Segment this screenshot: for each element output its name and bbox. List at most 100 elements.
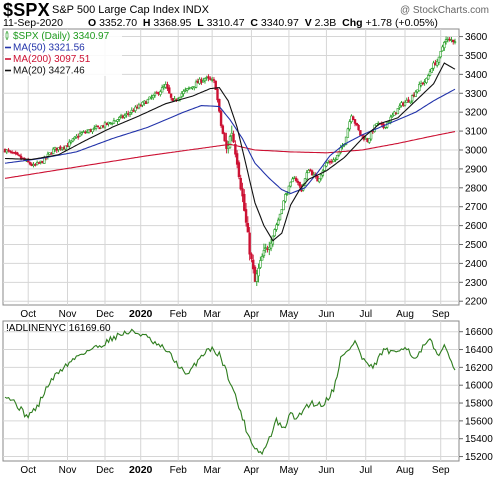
candle-body — [319, 174, 323, 180]
x-tick-label: May — [279, 465, 298, 476]
candle-body — [368, 138, 371, 143]
candle-body — [264, 247, 267, 249]
ma200-line — [4, 131, 456, 179]
legend-label: $SPX (Daily) 3340.97 — [13, 31, 110, 42]
price-panel: 3600 3500 3400 3300 3200 3100 3000 2900 2800 2700… — [2, 28, 488, 320]
high-label: H — [142, 17, 151, 29]
legend-swatch-candle-body — [5, 32, 9, 39]
candle-body — [7, 149, 10, 152]
candle-body — [277, 219, 280, 225]
candle-body — [134, 106, 137, 111]
breadth-panel: 16600 16400 16200 16000 15800 15600 15400 15200… — [2, 320, 493, 476]
candle-body — [369, 131, 373, 140]
candle-body — [432, 62, 435, 69]
y-tick-label: 15600 — [465, 416, 493, 427]
candle-body — [241, 188, 244, 197]
close-label: C — [250, 17, 258, 29]
x-tick-label: Mar — [204, 309, 222, 320]
candle-body — [219, 111, 223, 126]
candle-body — [153, 92, 157, 96]
x-tick-label: Apr — [244, 465, 260, 476]
x-tick-label: Jun — [318, 465, 334, 476]
y-tick-label: 2800 — [465, 183, 488, 194]
y-tick-label: 15400 — [465, 434, 493, 445]
candle-body — [309, 169, 312, 172]
candle-body — [182, 90, 185, 94]
candle-body — [414, 91, 417, 97]
candle-body — [452, 39, 455, 43]
candle-body — [294, 177, 298, 181]
candle-body — [228, 136, 232, 149]
x-tick-label: Oct — [20, 465, 36, 476]
x-tick-label: Dec — [96, 309, 114, 320]
candle-body — [318, 177, 321, 183]
low-label: L — [197, 17, 204, 29]
candle-body — [80, 132, 83, 135]
quote-line: O 3352.70 H 3368.95 L 3310.47 C 3340.97 … — [88, 17, 438, 29]
y-tick-label: 3500 — [465, 51, 488, 62]
candle-body — [275, 224, 278, 230]
candle-body — [323, 165, 326, 171]
candle-body — [291, 178, 294, 183]
candle-body — [68, 141, 71, 147]
candle-body — [116, 119, 119, 122]
candle-body — [146, 99, 150, 104]
candle-body — [348, 121, 351, 130]
x-tick-label: Sep — [432, 309, 450, 320]
breadth-legend-label: !ADLINENYC 16169.60 — [6, 323, 111, 334]
x-tick-label: 2020 — [129, 308, 153, 320]
candle-body — [344, 136, 348, 145]
legend-label: MA(20) 3427.46 — [13, 66, 85, 77]
y-tick-label: 3600 — [465, 32, 488, 43]
ma20-line — [4, 62, 456, 242]
candle-body — [409, 100, 412, 103]
candle-body — [355, 122, 358, 126]
candle-body — [448, 38, 451, 41]
candle-body — [28, 162, 32, 165]
candle-body — [296, 180, 300, 183]
candle-body — [375, 123, 378, 126]
open-value: 3352.70 — [99, 17, 138, 29]
y-tick-label: 16600 — [465, 327, 493, 338]
quote-date: 11-Sep-2020 — [3, 17, 63, 29]
candle-body — [214, 80, 217, 90]
candle-body — [327, 161, 330, 164]
y-tick-label: 3100 — [465, 127, 488, 138]
x-tick-label: May — [279, 309, 298, 320]
candle-body — [269, 242, 273, 249]
candle-body — [289, 181, 292, 187]
candle-body — [425, 78, 428, 83]
y-tick-label: 2600 — [465, 221, 488, 232]
candle-body — [430, 68, 433, 73]
change-label: Chg — [342, 17, 363, 29]
candle-body — [169, 93, 173, 98]
candle-body — [403, 101, 407, 106]
volume-value: 2.3B — [314, 17, 337, 29]
candle-body — [410, 95, 414, 102]
y-tick-label: 16200 — [465, 363, 493, 374]
candle-body — [353, 119, 357, 124]
candle-body — [257, 267, 260, 277]
candle-body — [235, 153, 239, 165]
volume-label: V — [304, 17, 312, 29]
candle-body — [118, 117, 121, 120]
candle-body — [287, 185, 291, 195]
y-tick-label: 2200 — [465, 297, 488, 308]
candle-body — [307, 170, 310, 174]
candle-body — [216, 88, 219, 101]
x-tick-label: Nov — [59, 309, 77, 320]
low-value: 3310.47 — [206, 17, 245, 29]
y-tick-label: 2500 — [465, 240, 488, 251]
x-tick-label: Aug — [396, 309, 414, 320]
candle-body — [243, 193, 246, 211]
candle-body — [437, 56, 441, 63]
candle-body — [64, 145, 67, 150]
x-tick-label: Feb — [170, 309, 188, 320]
x-tick-label: Feb — [170, 465, 188, 476]
candle-body — [428, 71, 432, 76]
candle-body — [391, 114, 394, 117]
candle-body — [232, 133, 235, 143]
candle-body — [60, 147, 64, 150]
candle-body — [284, 194, 287, 202]
x-tick-label: Aug — [396, 465, 414, 476]
